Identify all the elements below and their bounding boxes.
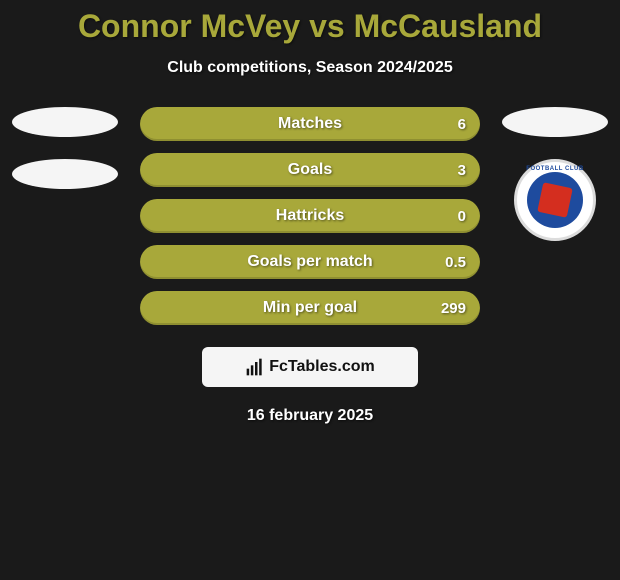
stat-right-value: 3 bbox=[458, 162, 466, 179]
stat-label: Matches bbox=[278, 115, 342, 133]
brand-pill: FcTables.com bbox=[202, 347, 418, 387]
player1-club-placeholder bbox=[12, 159, 118, 189]
stat-right-value: 299 bbox=[441, 300, 466, 317]
stat-bar-goals-per-match: Goals per match 0.5 bbox=[140, 245, 480, 279]
crest-inner bbox=[527, 172, 583, 228]
stat-bar-min-per-goal: Min per goal 299 bbox=[140, 291, 480, 325]
stat-label: Goals per match bbox=[247, 253, 372, 271]
brand-text: FcTables.com bbox=[269, 358, 375, 376]
player2-avatar-placeholder bbox=[502, 107, 608, 137]
stat-right-value: 0.5 bbox=[445, 254, 466, 271]
left-badges bbox=[10, 107, 120, 189]
stat-bar-matches: Matches 6 bbox=[140, 107, 480, 141]
stat-label: Hattricks bbox=[276, 207, 344, 225]
stat-bar-goals: Goals 3 bbox=[140, 153, 480, 187]
stat-right-value: 6 bbox=[458, 116, 466, 133]
date-text: 16 february 2025 bbox=[0, 407, 620, 425]
stat-right-value: 0 bbox=[458, 208, 466, 225]
stat-label: Min per goal bbox=[263, 299, 357, 317]
stat-label: Goals bbox=[288, 161, 332, 179]
bar-chart-icon bbox=[245, 357, 265, 377]
header: Connor McVey vs McCausland Club competit… bbox=[0, 0, 620, 77]
brand-suffix: Tables.com bbox=[288, 358, 375, 375]
brand-prefix: Fc bbox=[269, 358, 288, 375]
right-badges: FOOTBALL CLUB bbox=[500, 107, 610, 241]
player1-avatar-placeholder bbox=[12, 107, 118, 137]
stats-area: FOOTBALL CLUB Matches 6 Goals 3 Hattrick… bbox=[0, 107, 620, 425]
page-title: Connor McVey vs McCausland bbox=[0, 8, 620, 45]
lion-icon bbox=[537, 182, 573, 218]
rangers-crest: FOOTBALL CLUB bbox=[514, 159, 596, 241]
page-subtitle: Club competitions, Season 2024/2025 bbox=[0, 59, 620, 77]
stat-bars: Matches 6 Goals 3 Hattricks 0 Goals per … bbox=[140, 107, 480, 325]
stat-bar-hattricks: Hattricks 0 bbox=[140, 199, 480, 233]
